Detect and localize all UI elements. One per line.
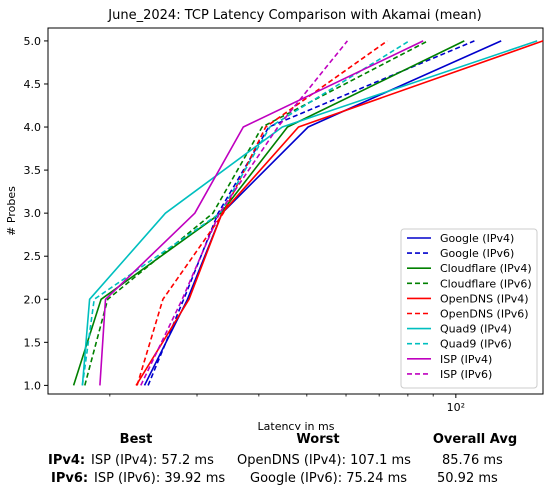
- series-line-quad9-ipv6: [81, 40, 410, 386]
- summary-ipv4-avg: 85.76 ms: [442, 453, 503, 468]
- y-tick-label: 5.0: [24, 35, 42, 48]
- x-tick-label: 10²: [447, 401, 465, 414]
- y-tick-label: 2.0: [24, 293, 42, 306]
- legend-label: OpenDNS (IPv4): [440, 292, 529, 305]
- legend-label: Cloudflare (IPv4): [440, 262, 532, 275]
- y-axis: 1.0 1.5 2.0 2.5 3.0 3.5 4.0 4.5 5.0: [24, 35, 48, 392]
- summary-row-ipv4-label: IPv4:: [48, 453, 86, 468]
- series-lines: [72, 40, 544, 386]
- summary-row-ipv6-label: IPv6:: [51, 471, 89, 486]
- legend-label: ISP (IPv6): [440, 368, 492, 381]
- series-line-quad9-ipv4: [81, 40, 538, 386]
- y-tick-label: 2.5: [24, 250, 42, 263]
- summary-table: Best Worst Overall Avg IPv4: ISP (IPv4):…: [0, 428, 551, 496]
- series-line-google-ipv6: [147, 40, 475, 386]
- y-tick-label: 1.5: [24, 336, 42, 349]
- legend-label: Quad9 (IPv6): [440, 338, 512, 351]
- x-axis: 10²: [109, 394, 465, 414]
- summary-ipv4-worst: OpenDNS (IPv4): 107.1 ms: [237, 453, 411, 468]
- legend-label: Google (IPv6): [440, 247, 514, 260]
- legend-label: OpenDNS (IPv6): [440, 308, 529, 321]
- y-tick-label: 3.5: [24, 164, 42, 177]
- legend-label: Google (IPv4): [440, 232, 514, 245]
- summary-ipv4-best: ISP (IPv4): 57.2 ms: [91, 453, 214, 468]
- series-line-cloudflare-ipv4: [72, 40, 465, 386]
- summary-header-avg: Overall Avg: [432, 432, 518, 447]
- legend-label: Cloudflare (IPv6): [440, 277, 532, 290]
- chart-title: June_2024: TCP Latency Comparison with A…: [107, 8, 481, 23]
- y-tick-label: 3.0: [24, 207, 42, 220]
- plot-area-frame: [47, 27, 544, 395]
- series-line-isp-ipv4: [99, 40, 424, 386]
- legend-label: Quad9 (IPv4): [440, 323, 512, 336]
- summary-ipv6-avg: 50.92 ms: [437, 471, 498, 486]
- summary-header-worst: Worst: [296, 432, 340, 447]
- series-line-isp-ipv6: [140, 40, 349, 386]
- x-axis-label: Latency in ms: [258, 420, 335, 430]
- series-line-opendns-ipv4: [135, 40, 544, 386]
- series-line-cloudflare-ipv6: [84, 40, 429, 386]
- legend-box: [400, 228, 538, 389]
- series-line-opendns-ipv6: [136, 40, 388, 386]
- summary-ipv6-best: ISP (IPv6): 39.92 ms: [94, 471, 226, 486]
- y-tick-label: 1.0: [24, 379, 42, 392]
- y-axis-label: # Probes: [5, 186, 18, 236]
- summary-header-best: Best: [119, 432, 153, 447]
- legend-label: ISP (IPv4): [440, 353, 492, 366]
- summary-ipv6-worst: Google (IPv6): 75.24 ms: [250, 471, 408, 486]
- latency-chart: June_2024: TCP Latency Comparison with A…: [5, 8, 544, 430]
- y-tick-label: 4.0: [24, 121, 42, 134]
- chart-legend: Google (IPv4) Google (IPv6) Cloudflare (IP…: [400, 228, 538, 389]
- y-tick-label: 4.5: [24, 78, 42, 91]
